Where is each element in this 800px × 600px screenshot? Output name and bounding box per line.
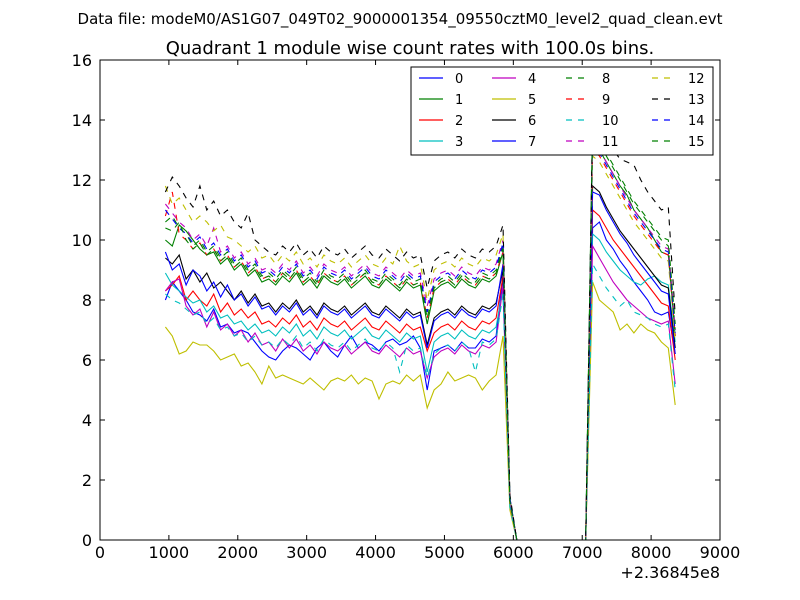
series-line-11 — [164, 134, 676, 540]
y-tick-label: 12 — [72, 171, 92, 190]
x-tick-label: 2000 — [217, 543, 258, 562]
y-tick-label: 10 — [72, 231, 92, 250]
legend-label-7: 7 — [528, 135, 536, 150]
y-tick-label: 0 — [82, 531, 92, 550]
series-line-4 — [164, 243, 676, 540]
series-line-10 — [165, 262, 676, 540]
y-tick-label: 4 — [82, 411, 92, 430]
x-axis: 0 1000 2000 3000 4000 5000 6000 7000 8000 9000 — [95, 60, 740, 562]
series-line-13 — [164, 118, 676, 540]
legend-label-15: 15 — [688, 135, 705, 150]
series-line-3 — [164, 232, 676, 540]
series-line-12 — [164, 154, 676, 540]
y-tick-label: 14 — [72, 111, 92, 130]
x-tick-label: 6000 — [493, 543, 534, 562]
legend-label-12: 12 — [688, 72, 705, 87]
x-tick-label: 8000 — [631, 543, 672, 562]
legend-label-4: 4 — [528, 72, 536, 87]
figure-suptitle: Data file: modeM0/AS1G07_049T02_90000013… — [78, 10, 723, 29]
x-tick-label: 9000 — [700, 543, 741, 562]
series-line-15 — [165, 125, 676, 540]
x-tick-label: 7000 — [562, 543, 603, 562]
legend-label-9: 9 — [602, 93, 610, 108]
chart-title: Quadrant 1 module wise count rates with … — [166, 38, 655, 59]
series-line-14 — [164, 137, 676, 540]
legend-label-1: 1 — [455, 93, 463, 108]
y-tick-label: 2 — [82, 471, 92, 490]
legend-label-11: 11 — [602, 135, 619, 150]
legend-label-5: 5 — [528, 93, 536, 108]
x-tick-label: 5000 — [424, 543, 465, 562]
legend-label-14: 14 — [688, 114, 705, 129]
x-tick-label: 0 — [95, 543, 105, 562]
legend-label-3: 3 — [455, 135, 463, 150]
y-tick-label: 8 — [82, 291, 92, 310]
series-line-9 — [164, 148, 676, 540]
legend-label-13: 13 — [688, 93, 705, 108]
series-layer — [164, 118, 676, 540]
x-tick-label: 4000 — [355, 543, 396, 562]
series-line-0 — [164, 221, 676, 540]
legend-frame — [410, 66, 714, 156]
legend-label-10: 10 — [602, 114, 619, 129]
legend-label-0: 0 — [455, 72, 463, 87]
x-tick-label: 1000 — [149, 543, 190, 562]
legend-label-6: 6 — [528, 114, 536, 129]
legend-label-8: 8 — [602, 72, 610, 87]
x-axis-offset-label: +2.36845e8 — [620, 563, 720, 582]
legend-label-2: 2 — [455, 114, 463, 129]
y-tick-label: 16 — [72, 51, 92, 70]
y-tick-label: 6 — [82, 351, 92, 370]
x-tick-label: 3000 — [286, 543, 327, 562]
series-line-5 — [164, 281, 676, 540]
